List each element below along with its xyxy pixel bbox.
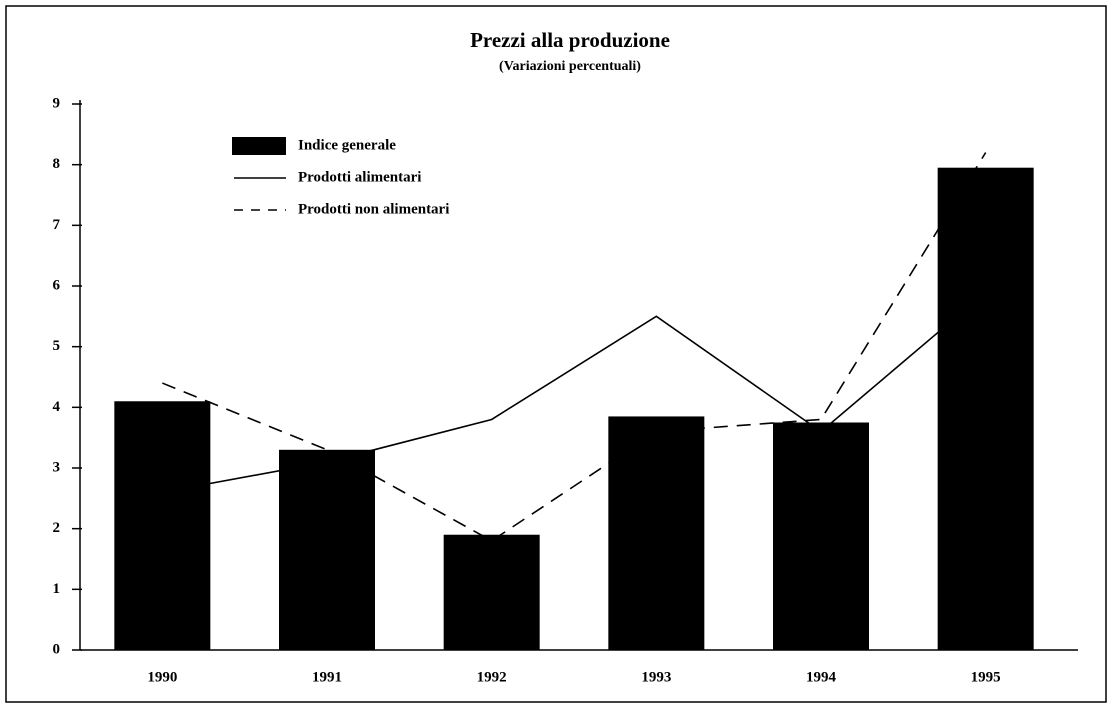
x-tick-label: 1990 xyxy=(147,669,177,685)
x-tick-label: 1994 xyxy=(806,669,837,685)
y-tick-label: 7 xyxy=(53,217,61,233)
bar xyxy=(114,401,211,650)
bar xyxy=(937,167,1034,650)
bar xyxy=(443,534,540,650)
chart-title: Prezzi alla produzione xyxy=(470,28,670,52)
y-tick-label: 1 xyxy=(53,581,61,597)
y-tick-label: 6 xyxy=(53,277,61,293)
y-tick-label: 0 xyxy=(53,641,61,657)
x-tick-label: 1993 xyxy=(641,669,671,685)
bar xyxy=(773,422,869,650)
frame xyxy=(5,5,1107,703)
y-tick-label: 5 xyxy=(53,338,61,354)
y-tick-label: 4 xyxy=(53,399,61,415)
y-tick-label: 9 xyxy=(53,95,61,111)
bar xyxy=(608,416,705,650)
legend-swatch xyxy=(232,137,286,155)
y-tick-label: 8 xyxy=(53,156,61,172)
legend-label: Indice generale xyxy=(298,137,396,153)
x-tick-label: 1995 xyxy=(971,669,1001,685)
line xyxy=(162,152,987,542)
y-tick-label: 2 xyxy=(53,520,61,536)
x-tick-label: 1991 xyxy=(312,669,342,685)
chart-subtitle: (Variazioni percentuali) xyxy=(499,59,641,74)
y-tick-label: 3 xyxy=(53,459,61,475)
x-tick-label: 1992 xyxy=(477,669,507,685)
legend-label: Prodotti alimentari xyxy=(298,169,421,185)
bar xyxy=(279,449,375,650)
legend-label: Prodotti non alimentari xyxy=(298,201,449,217)
